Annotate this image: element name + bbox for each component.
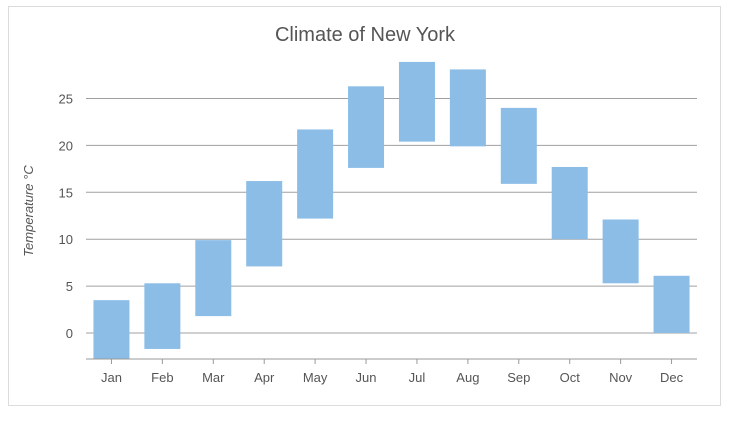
grid-lines xyxy=(86,98,697,334)
x-tick-label-aug: Aug xyxy=(456,370,479,385)
chart-title: Climate of New York xyxy=(275,24,456,46)
y-axis-label: Temperature °C xyxy=(21,165,36,257)
x-tick-label-sep: Sep xyxy=(507,370,530,385)
x-tick-label-nov: Nov xyxy=(609,370,633,385)
y-tick-label: 0 xyxy=(66,326,73,341)
y-tick-label: 15 xyxy=(59,185,73,200)
bar-oct xyxy=(551,166,588,240)
x-tick-label-jan: Jan xyxy=(101,370,122,385)
bar-aug xyxy=(449,69,486,147)
bar-may xyxy=(297,129,334,219)
bar-jan xyxy=(93,300,130,360)
x-tick-label-feb: Feb xyxy=(151,370,173,385)
x-tick-label-jun: Jun xyxy=(356,370,377,385)
bar-sep xyxy=(500,107,537,184)
bar-apr xyxy=(246,181,283,267)
bar-jul xyxy=(398,61,435,142)
bars xyxy=(93,61,690,360)
x-tick-label-jul: Jul xyxy=(409,370,426,385)
x-tick-label-dec: Dec xyxy=(660,370,684,385)
x-tick-label-apr: Apr xyxy=(254,370,275,385)
y-tick-label: 10 xyxy=(59,232,73,247)
bar-nov xyxy=(602,219,639,284)
bar-dec xyxy=(653,275,690,333)
x-tick-label-oct: Oct xyxy=(560,370,581,385)
bar-jun xyxy=(348,86,385,168)
y-tick-label: 25 xyxy=(59,92,73,107)
bar-feb xyxy=(144,283,181,349)
bar-mar xyxy=(195,240,232,317)
x-tick-label-may: May xyxy=(303,370,328,385)
x-tick-label-mar: Mar xyxy=(202,370,225,385)
y-tick-label: 20 xyxy=(59,138,73,153)
axes: 0 5 10 15 20 25 Jan Feb Mar Apr May Jun Jul Aug Sep Oct… xyxy=(59,92,697,385)
y-tick-label: 5 xyxy=(66,279,73,294)
